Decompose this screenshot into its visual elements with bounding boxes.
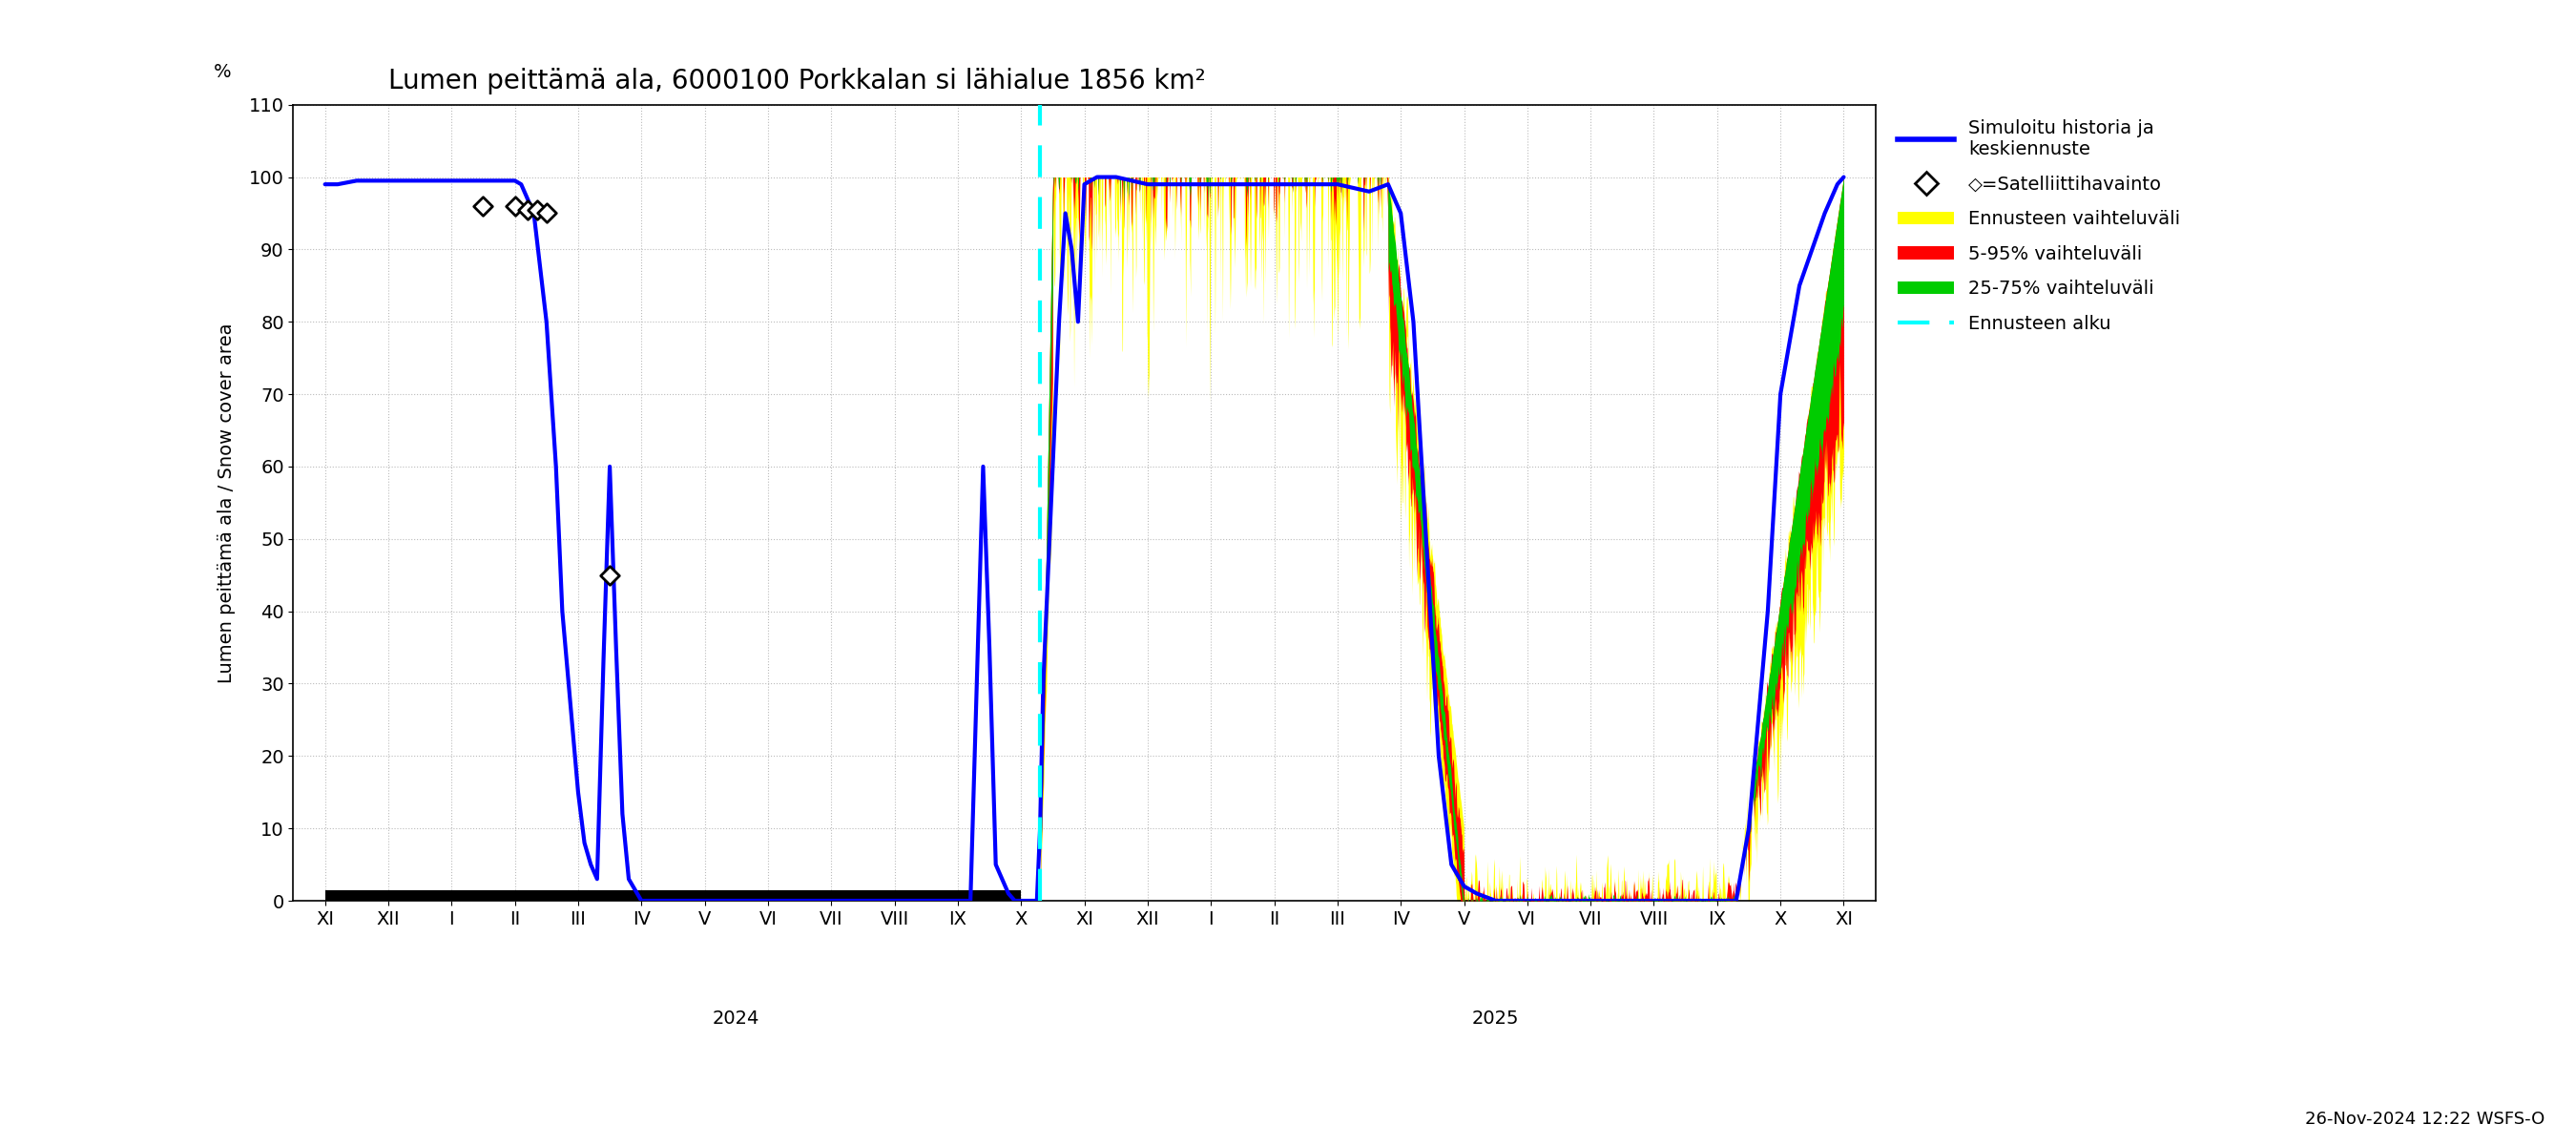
Text: %: %: [214, 63, 232, 81]
Y-axis label: Lumen peittämä ala / Snow cover area: Lumen peittämä ala / Snow cover area: [216, 323, 234, 682]
Text: 26-Nov-2024 12:22 WSFS-O: 26-Nov-2024 12:22 WSFS-O: [2306, 1111, 2545, 1128]
Point: [507, 200, 549, 219]
Point: [526, 204, 567, 222]
Text: 2025: 2025: [1471, 1009, 1520, 1027]
Text: 2024: 2024: [714, 1009, 760, 1027]
Point: [495, 197, 536, 215]
Point: [590, 566, 631, 584]
Point: [515, 200, 556, 219]
Point: [464, 197, 505, 215]
Text: Lumen peittämä ala, 6000100 Porkkalan si lähialue 1856 km²: Lumen peittämä ala, 6000100 Porkkalan si…: [389, 68, 1206, 95]
Legend: Simuloitu historia ja
keskiennuste, ◇=Satelliittihavainto, Ennusteen vaihteluväl: Simuloitu historia ja keskiennuste, ◇=Sa…: [1893, 114, 2187, 339]
